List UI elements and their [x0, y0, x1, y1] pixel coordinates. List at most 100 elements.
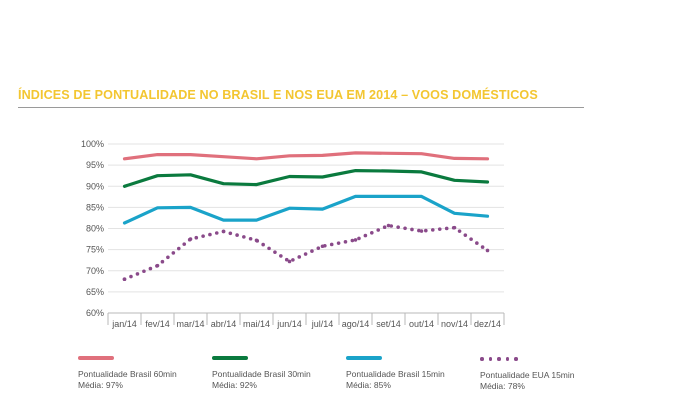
series-line [122, 169, 490, 188]
y-tick-label: 95% [86, 160, 104, 170]
legend-dots [480, 356, 575, 362]
series-dot [463, 233, 468, 237]
y-tick-label: 70% [86, 266, 104, 276]
series-dot [297, 255, 302, 259]
series-dot [343, 240, 348, 244]
legend-swatch [78, 356, 114, 360]
series-dot [166, 255, 170, 260]
series-dot [376, 228, 381, 232]
series-3 [122, 194, 490, 225]
series-dot [201, 234, 205, 238]
series-dot [457, 229, 462, 233]
y-tick-label: 100% [81, 139, 104, 149]
series-dot [267, 246, 271, 251]
series-dot [424, 228, 428, 233]
data-point [320, 244, 325, 249]
series-dot [370, 231, 374, 235]
data-point [386, 223, 391, 228]
data-point [287, 259, 292, 264]
data-point [485, 248, 490, 253]
series-dot [235, 233, 239, 237]
series-dot [329, 242, 334, 247]
series-dot [171, 251, 176, 255]
y-tick-label: 75% [86, 245, 104, 255]
gridlines [108, 143, 504, 314]
data-point [122, 277, 127, 282]
series-dot [396, 225, 400, 229]
series-dot [357, 236, 361, 241]
series-dot [242, 235, 246, 239]
y-tick-label: 65% [86, 287, 104, 297]
data-point [419, 229, 424, 233]
series-line [122, 151, 490, 161]
series-dot [430, 228, 435, 232]
legend-average: Média: 97% [78, 380, 123, 390]
legend-label: Pontualidade Brasil 30min [212, 369, 311, 379]
legend-item-brasil-15min: Pontualidade Brasil 15min Média: 85% [346, 356, 445, 391]
series-1 [122, 151, 490, 161]
data-point [155, 263, 160, 268]
data-point [221, 229, 226, 234]
series-dot [336, 241, 341, 245]
series-dot [148, 266, 153, 271]
series-dot [310, 249, 314, 253]
data-point [452, 225, 457, 230]
series-dot [160, 259, 165, 264]
series-dot [469, 237, 473, 241]
series-dot [316, 246, 321, 250]
x-tick-label: ago/14 [342, 319, 370, 329]
legend-swatch [212, 356, 248, 360]
series-dot [208, 232, 212, 237]
series-dot [350, 238, 355, 243]
x-tick-label: jun/14 [276, 319, 302, 329]
x-tick-label: jan/14 [111, 319, 137, 329]
series-lines [122, 151, 490, 282]
x-tick-label: out/14 [409, 319, 434, 329]
x-tick-label: fev/14 [145, 319, 170, 329]
data-point [353, 238, 358, 242]
series-dot [279, 254, 283, 258]
chart-title: ÍNDICES DE PONTUALIDADE NO BRASIL E NOS … [18, 88, 538, 102]
x-axis-ticks: jan/14 fev/14 mar/14 abr/14 mai/14 jun/14 jul/… [107, 313, 505, 329]
series-dot [135, 272, 140, 276]
series-4 [122, 223, 490, 282]
series-dot [261, 242, 265, 247]
series-dot [303, 252, 308, 256]
series-dot [403, 226, 407, 231]
x-tick-label: set/14 [376, 319, 401, 329]
legend-average: Média: 85% [346, 380, 391, 390]
series-line [122, 194, 490, 225]
x-tick-label: mai/14 [243, 319, 270, 329]
legend-average: Média: 78% [480, 381, 525, 391]
series-dot [410, 227, 414, 232]
legend-average: Média: 92% [212, 380, 257, 390]
series-dot [444, 226, 449, 231]
series-dot [273, 250, 277, 254]
legend-item-brasil-30min: Pontualidade Brasil 30min Média: 92% [212, 356, 311, 391]
legend-label: Pontualidade Brasil 15min [346, 369, 445, 379]
series-dot [284, 257, 289, 262]
series-dot [182, 242, 187, 246]
series-dot [142, 269, 146, 274]
series-dot [475, 241, 479, 245]
series-dot [363, 233, 368, 238]
series-dot [228, 231, 233, 236]
y-tick-label: 90% [86, 181, 104, 191]
series-dot [291, 258, 295, 262]
series-dot [129, 274, 133, 279]
legend-item-eua-15min: Pontualidade EUA 15min Média: 78% [480, 356, 575, 392]
data-point [254, 238, 259, 243]
series-dot [382, 225, 387, 230]
series-dot [480, 245, 485, 249]
series-dot [248, 236, 253, 241]
x-tick-label: abr/14 [211, 319, 237, 329]
series-dot [437, 227, 442, 231]
data-point [188, 237, 193, 241]
series-dot [389, 224, 394, 228]
series-dot [214, 231, 219, 235]
y-tick-label: 80% [86, 224, 104, 234]
y-tick-label: 85% [86, 202, 104, 212]
x-tick-label: jul/14 [311, 319, 334, 329]
title-divider [18, 107, 584, 108]
